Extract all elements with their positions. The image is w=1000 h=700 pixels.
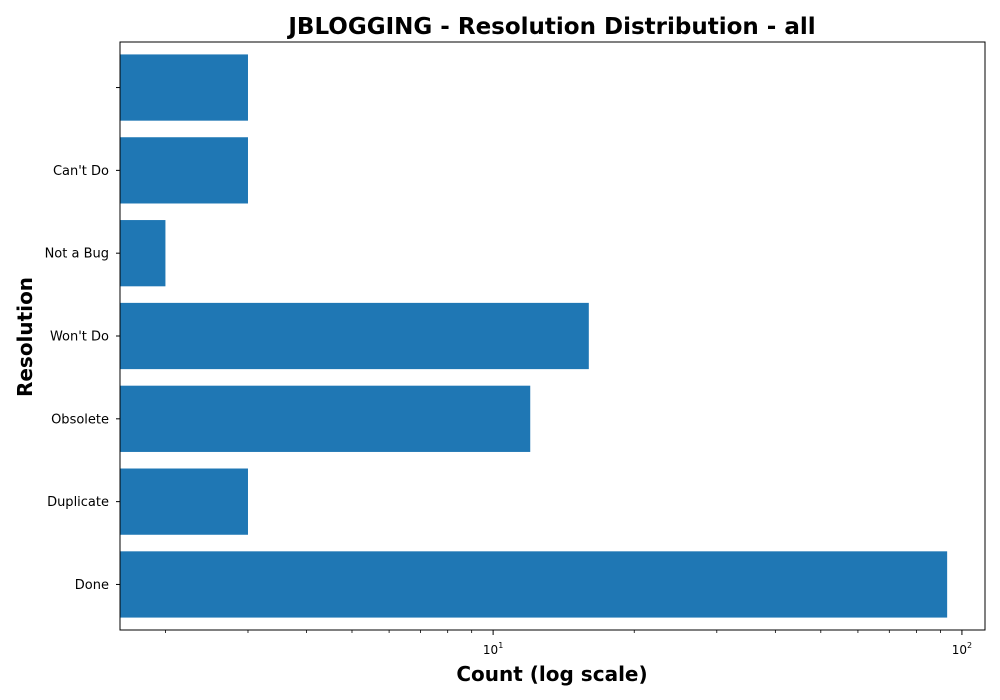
bar-done	[120, 551, 948, 618]
y-tick-label: Duplicate	[47, 495, 109, 510]
bar-can-t-do	[120, 137, 248, 204]
bar-obsolete	[120, 385, 531, 452]
x-tick-label: 102	[952, 641, 972, 657]
y-tick-label: Can't Do	[53, 164, 109, 179]
x-axis-ticks: 101 102	[165, 630, 972, 657]
y-tick-label: Obsolete	[51, 412, 109, 427]
y-tick-label: Won't Do	[50, 330, 109, 345]
bar-blank	[120, 54, 248, 121]
bar-won-t-do	[120, 302, 589, 370]
y-tick-label: Not a Bug	[45, 247, 109, 262]
y-tick-label: Done	[75, 578, 109, 593]
chart-title: JBLOGGING - Resolution Distribution - al…	[286, 14, 815, 40]
plot-frame	[119, 41, 986, 631]
bar-not-a-bug	[120, 220, 166, 287]
x-axis-label: Count (log scale)	[456, 662, 647, 686]
x-tick-label: 101	[483, 641, 503, 657]
y-axis-ticks: Done Duplicate Obsolete Won't Do Not a Bug Ca…	[45, 87, 120, 593]
bar-duplicate	[120, 468, 248, 535]
y-axis-label: Resolution	[13, 277, 37, 397]
bars-layer	[120, 54, 948, 618]
